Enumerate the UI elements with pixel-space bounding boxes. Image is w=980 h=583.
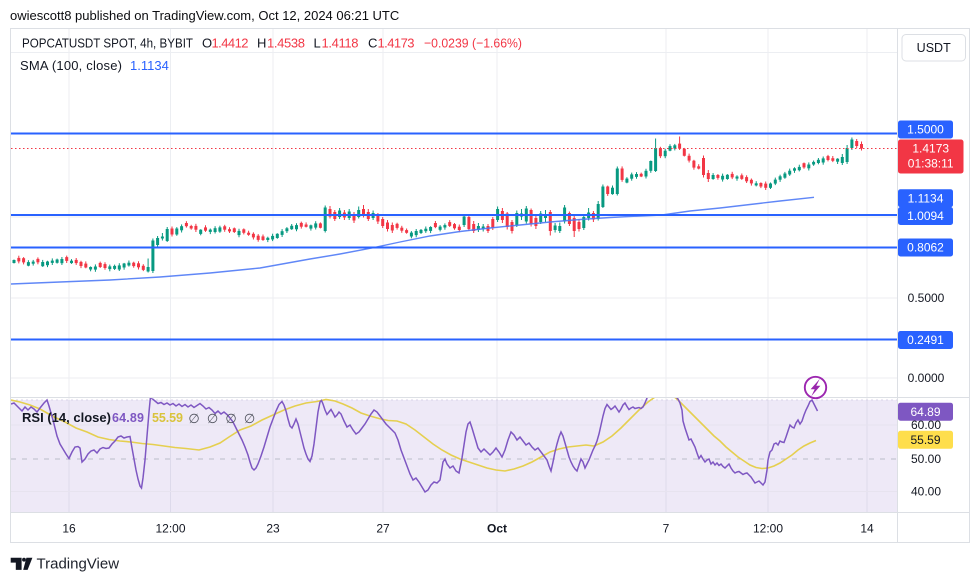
svg-text:64.89: 64.89 — [910, 405, 940, 419]
svg-text:0.2491: 0.2491 — [907, 333, 944, 347]
svg-text:0.5000: 0.5000 — [908, 291, 945, 305]
svg-text:7: 7 — [663, 522, 670, 536]
svg-text:∅: ∅ — [207, 411, 218, 426]
svg-text:POPCATUSDT SPOT, 4h, BYBIT: POPCATUSDT SPOT, 4h, BYBIT — [22, 36, 193, 51]
svg-text:0.0000: 0.0000 — [908, 371, 945, 385]
svg-text:55.59: 55.59 — [152, 411, 183, 425]
svg-text:1.1134: 1.1134 — [130, 58, 169, 73]
svg-text:01:38:11: 01:38:11 — [908, 157, 954, 171]
svg-text:∅: ∅ — [225, 411, 236, 426]
svg-text:55.59: 55.59 — [910, 433, 940, 447]
svg-text:1.0094: 1.0094 — [907, 209, 944, 223]
svg-text:14: 14 — [860, 522, 874, 536]
svg-text:owiescott8 published on Tradin: owiescott8 published on TradingView.com,… — [10, 8, 399, 23]
svg-text:60.00: 60.00 — [911, 418, 941, 432]
svg-text:SMA (100, close): SMA (100, close) — [20, 58, 122, 73]
svg-text:50.00: 50.00 — [911, 452, 941, 466]
svg-text:64.89: 64.89 — [112, 411, 144, 425]
svg-text:12:00: 12:00 — [155, 522, 185, 536]
svg-text:1.1134: 1.1134 — [908, 191, 944, 205]
svg-text:RSI (14, close): RSI (14, close) — [22, 411, 111, 425]
svg-text:∅: ∅ — [244, 411, 255, 426]
svg-text:0.8062: 0.8062 — [907, 241, 944, 255]
svg-text:TradingView: TradingView — [37, 556, 120, 573]
svg-text:Oct: Oct — [487, 522, 507, 536]
svg-text:23: 23 — [266, 522, 280, 536]
svg-text:1.4173: 1.4173 — [912, 142, 949, 156]
svg-text:12:00: 12:00 — [753, 522, 783, 536]
svg-text:40.00: 40.00 — [911, 485, 941, 499]
svg-text:∅: ∅ — [188, 411, 199, 426]
svg-text:16: 16 — [62, 522, 76, 536]
svg-text:27: 27 — [376, 522, 390, 536]
svg-text:1.5000: 1.5000 — [907, 123, 944, 137]
svg-text:USDT: USDT — [917, 41, 951, 55]
